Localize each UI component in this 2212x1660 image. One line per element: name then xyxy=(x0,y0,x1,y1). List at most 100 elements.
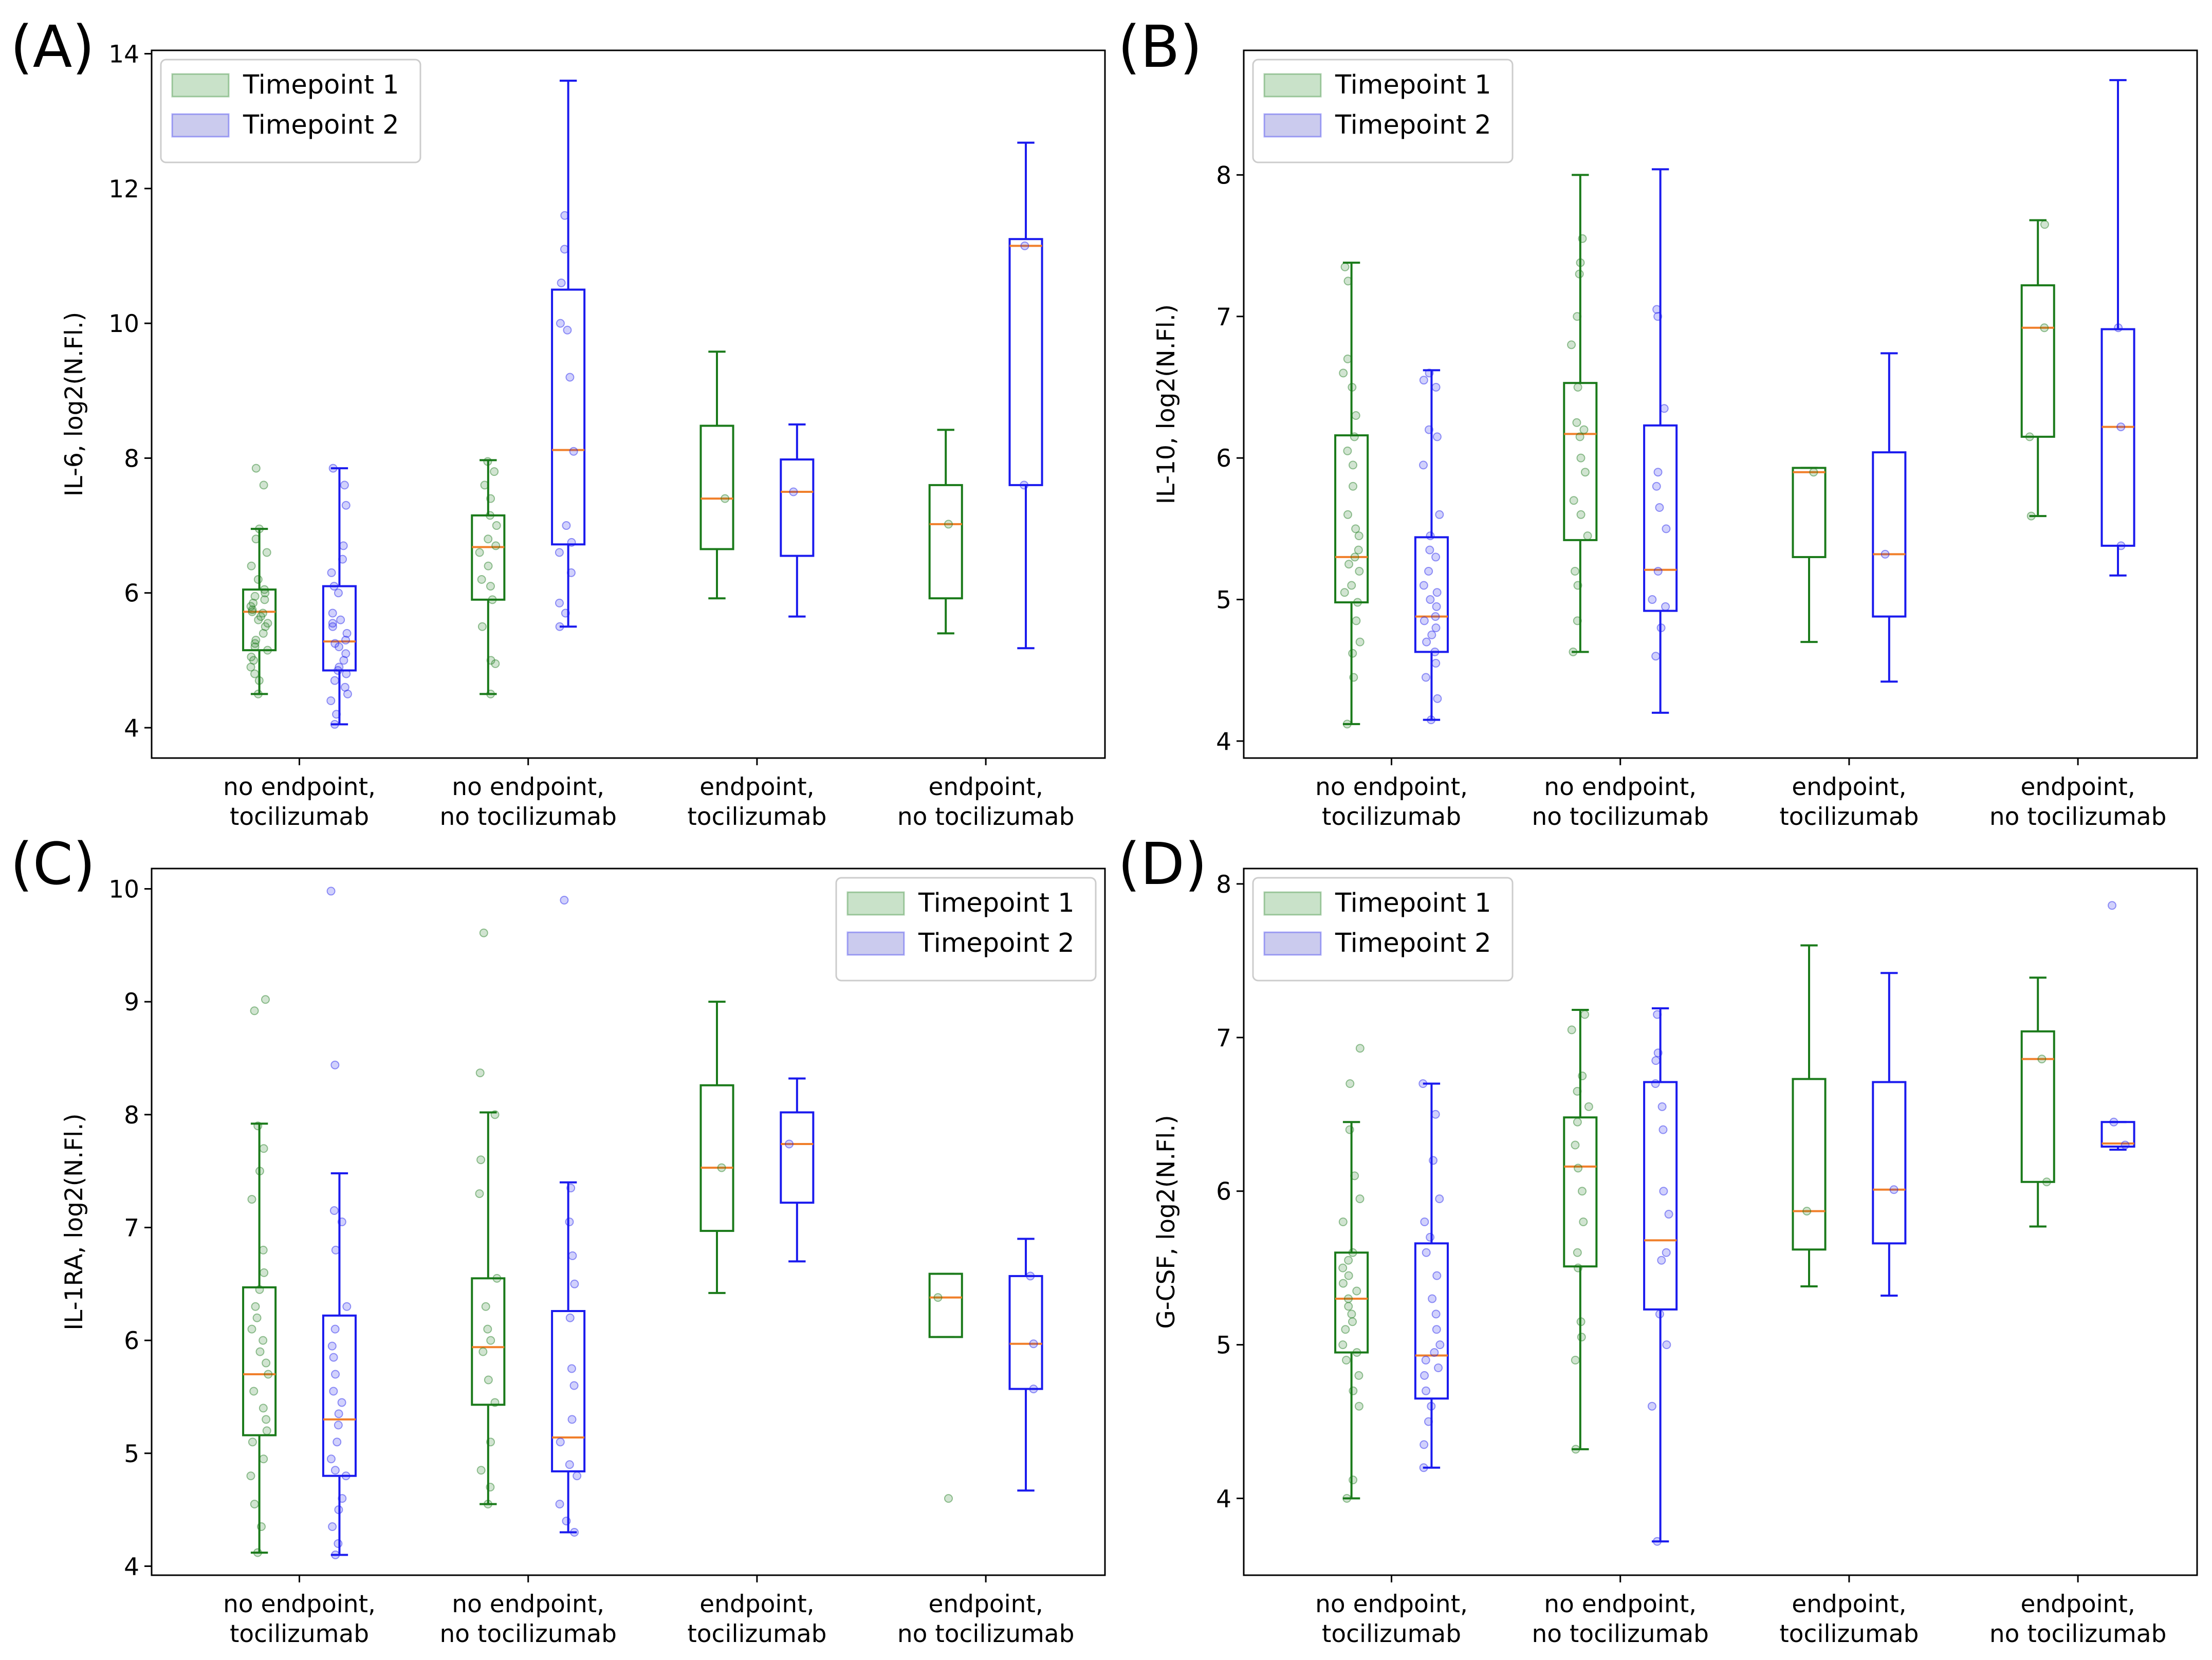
legend-swatch xyxy=(171,73,230,98)
box-rect xyxy=(471,514,506,601)
data-point xyxy=(342,669,351,678)
data-point xyxy=(1347,1309,1356,1319)
data-point xyxy=(1569,496,1578,505)
data-point xyxy=(1659,1187,1668,1196)
data-point xyxy=(1339,368,1348,378)
y-tick-label: 6 xyxy=(124,580,139,608)
x-tick-label-line: endpoint, xyxy=(928,773,1043,801)
data-point xyxy=(1420,1218,1429,1226)
y-tick-label: 7 xyxy=(1216,303,1231,331)
y-tick-label: 8 xyxy=(124,1101,139,1130)
data-point xyxy=(1350,552,1359,562)
data-point xyxy=(560,245,569,254)
data-point xyxy=(1652,1537,1662,1546)
data-point xyxy=(570,1528,579,1537)
data-point xyxy=(1652,305,1662,314)
data-point xyxy=(1435,1340,1445,1350)
x-tick-label-line: no tocilizumab xyxy=(1532,803,1709,831)
box-t1-3 xyxy=(699,1001,734,1294)
data-point xyxy=(1580,1010,1590,1019)
y-tick-label: 6 xyxy=(1216,1178,1231,1206)
data-point xyxy=(256,612,265,621)
legend-swatch xyxy=(1263,931,1322,956)
data-point xyxy=(1349,673,1358,682)
data-point xyxy=(2108,901,2117,910)
box-rect xyxy=(551,1310,586,1472)
data-point xyxy=(476,1155,486,1165)
box-rect xyxy=(2100,328,2135,547)
data-point xyxy=(329,1387,338,1396)
data-point xyxy=(251,534,261,544)
data-point xyxy=(1418,1079,1428,1088)
box-t1-2 xyxy=(1563,174,1598,656)
data-point xyxy=(261,588,270,598)
data-point xyxy=(1338,1340,1348,1350)
data-point xyxy=(263,645,272,655)
x-tick-label-line: endpoint, xyxy=(699,1590,814,1618)
data-point xyxy=(337,1218,346,1226)
data-point xyxy=(330,1324,340,1334)
data-point xyxy=(483,457,492,466)
box-rect xyxy=(471,1277,506,1406)
box-t1-2 xyxy=(471,457,506,698)
data-point xyxy=(331,1245,340,1255)
box-t1-1 xyxy=(1334,1044,1369,1503)
box-t2-4 xyxy=(1008,1238,1043,1492)
data-point xyxy=(263,619,272,628)
data-point xyxy=(332,710,341,719)
data-point xyxy=(250,592,260,601)
data-point xyxy=(327,1341,337,1351)
data-point xyxy=(1584,1102,1593,1111)
x-tick-label-line: endpoint, xyxy=(928,1590,1043,1618)
y-tick-label: 10 xyxy=(108,876,139,904)
data-point xyxy=(248,607,257,616)
data-point xyxy=(486,656,495,665)
data-point xyxy=(1348,1248,1357,1257)
data-point xyxy=(1349,482,1358,491)
data-point xyxy=(330,1466,340,1475)
data-point xyxy=(251,636,261,644)
x-tick-label-line: no tocilizumab xyxy=(1989,803,2167,831)
x-tick-label: endpoint, no tocilizumab xyxy=(897,1590,1075,1648)
panel-label: (B) xyxy=(1118,14,1202,81)
data-point xyxy=(1655,503,1664,512)
box-t1-3 xyxy=(1792,944,1827,1288)
data-point xyxy=(1651,1079,1660,1088)
y-axis-label: G-CSF, log2(N.Fl.) xyxy=(1152,1115,1181,1329)
data-point xyxy=(562,1517,571,1526)
data-point xyxy=(1419,376,1428,385)
data-point xyxy=(477,575,486,584)
y-tick-label: 4 xyxy=(1216,1485,1231,1514)
y-tick-label: 9 xyxy=(124,988,139,1017)
data-point xyxy=(566,1184,576,1193)
data-point xyxy=(247,1195,256,1204)
data-point xyxy=(1573,1086,1582,1096)
box-t1-4 xyxy=(2020,976,2055,1228)
data-point xyxy=(333,1437,342,1447)
data-point xyxy=(335,662,344,672)
data-point xyxy=(1338,1263,1348,1272)
data-point xyxy=(334,1409,343,1418)
legend-label: Timepoint 1 xyxy=(243,70,399,100)
data-point xyxy=(333,666,342,675)
data-point xyxy=(1342,1494,1352,1503)
data-point xyxy=(1343,276,1353,286)
data-point xyxy=(328,619,337,628)
box-t2-4 xyxy=(2100,79,2135,577)
data-point xyxy=(1662,1248,1671,1257)
x-tick-label-line: no tocilizumab xyxy=(1989,1620,2167,1648)
box-rect xyxy=(1008,238,1043,486)
data-point xyxy=(1656,623,1666,633)
data-point xyxy=(1340,588,1349,597)
y-tick-label: 5 xyxy=(124,1440,139,1468)
data-point xyxy=(246,602,255,611)
data-point xyxy=(1431,552,1441,562)
box-rect xyxy=(1792,1078,1827,1251)
box-t2-3 xyxy=(1872,352,1907,683)
data-point xyxy=(328,622,337,631)
data-point xyxy=(573,1471,582,1481)
x-tick-label-line: no endpoint, xyxy=(452,1590,604,1618)
data-point xyxy=(565,1460,574,1469)
data-point xyxy=(1577,1187,1587,1196)
